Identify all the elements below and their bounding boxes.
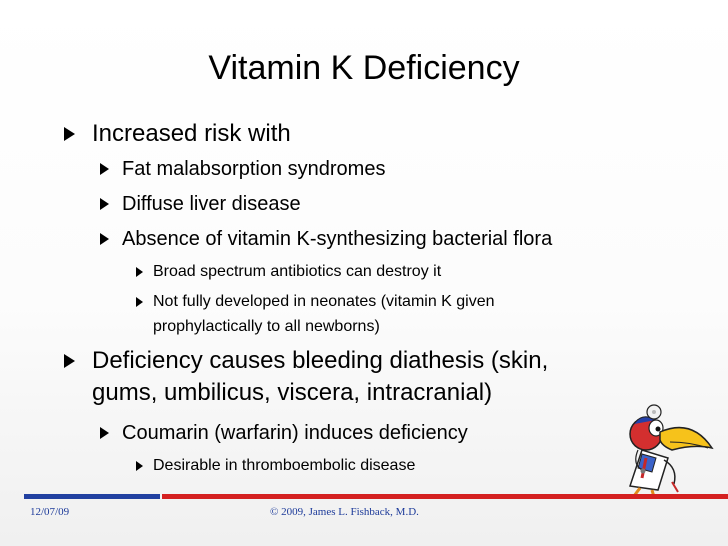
footer-date: 12/07/09: [30, 506, 70, 518]
bullet-text: Coumarin (warfarin) induces deficiency: [122, 422, 468, 444]
bullet-marker-icon: [100, 427, 109, 439]
bullet-text: Deficiency causes bleeding diathesis (sk…: [92, 345, 548, 409]
bullet-marker-icon: [64, 127, 75, 141]
bullet-text: Desirable in thromboembolic disease: [153, 457, 416, 474]
footer-bar-red: [162, 494, 728, 499]
cartoon-bird-doctor-icon: [629, 404, 714, 498]
bullet-text-line-1: Deficiency causes bleeding diathesis (sk…: [92, 347, 549, 374]
footer-copyright: © 2009, James L. Fishback, M.D.: [270, 506, 419, 518]
bullet-antibiotics: Broad spectrum antibiotics can destroy i…: [136, 259, 441, 284]
bullet-text: Increased risk with: [92, 120, 291, 147]
bullet-increased-risk: Increased risk with: [64, 118, 291, 150]
bullet-marker-icon: [64, 354, 75, 368]
bullet-neonates: Not fully developed in neonates (vitamin…: [136, 289, 495, 339]
bullet-text: Fat malabsorption syndromes: [122, 158, 386, 180]
bullet-text: Not fully developed in neonates (vitamin…: [153, 289, 495, 339]
bullet-text-line-2: gums, umbilicus, viscera, intracranial): [92, 379, 493, 406]
slide-title: Vitamin K Deficiency: [208, 49, 520, 87]
bullet-marker-icon: [136, 267, 143, 277]
bullet-marker-icon: [136, 297, 143, 307]
footer-bar-blue: [24, 494, 160, 499]
bullet-text: Absence of vitamin K-synthesizing bacter…: [122, 228, 553, 250]
bullet-marker-icon: [100, 198, 109, 210]
bullet-bleeding-diathesis: Deficiency causes bleeding diathesis (sk…: [64, 345, 548, 409]
bullet-text-line-1: Not fully developed in neonates (vitamin…: [153, 293, 495, 310]
bullet-bacterial-flora: Absence of vitamin K-synthesizing bacter…: [100, 222, 552, 256]
bullet-marker-icon: [100, 163, 109, 175]
bullet-text: Diffuse liver disease: [122, 193, 301, 215]
bullet-liver-disease: Diffuse liver disease: [100, 187, 301, 221]
bullet-coumarin: Coumarin (warfarin) induces deficiency: [100, 416, 468, 450]
bullet-marker-icon: [136, 461, 143, 471]
bullet-thromboembolic: Desirable in thromboembolic disease: [136, 453, 415, 478]
bullet-fat-malabsorption: Fat malabsorption syndromes: [100, 152, 385, 186]
bullet-text-line-2: prophylactically to all newborns): [153, 318, 380, 335]
bullet-marker-icon: [100, 233, 109, 245]
bullet-text: Broad spectrum antibiotics can destroy i…: [153, 263, 442, 280]
